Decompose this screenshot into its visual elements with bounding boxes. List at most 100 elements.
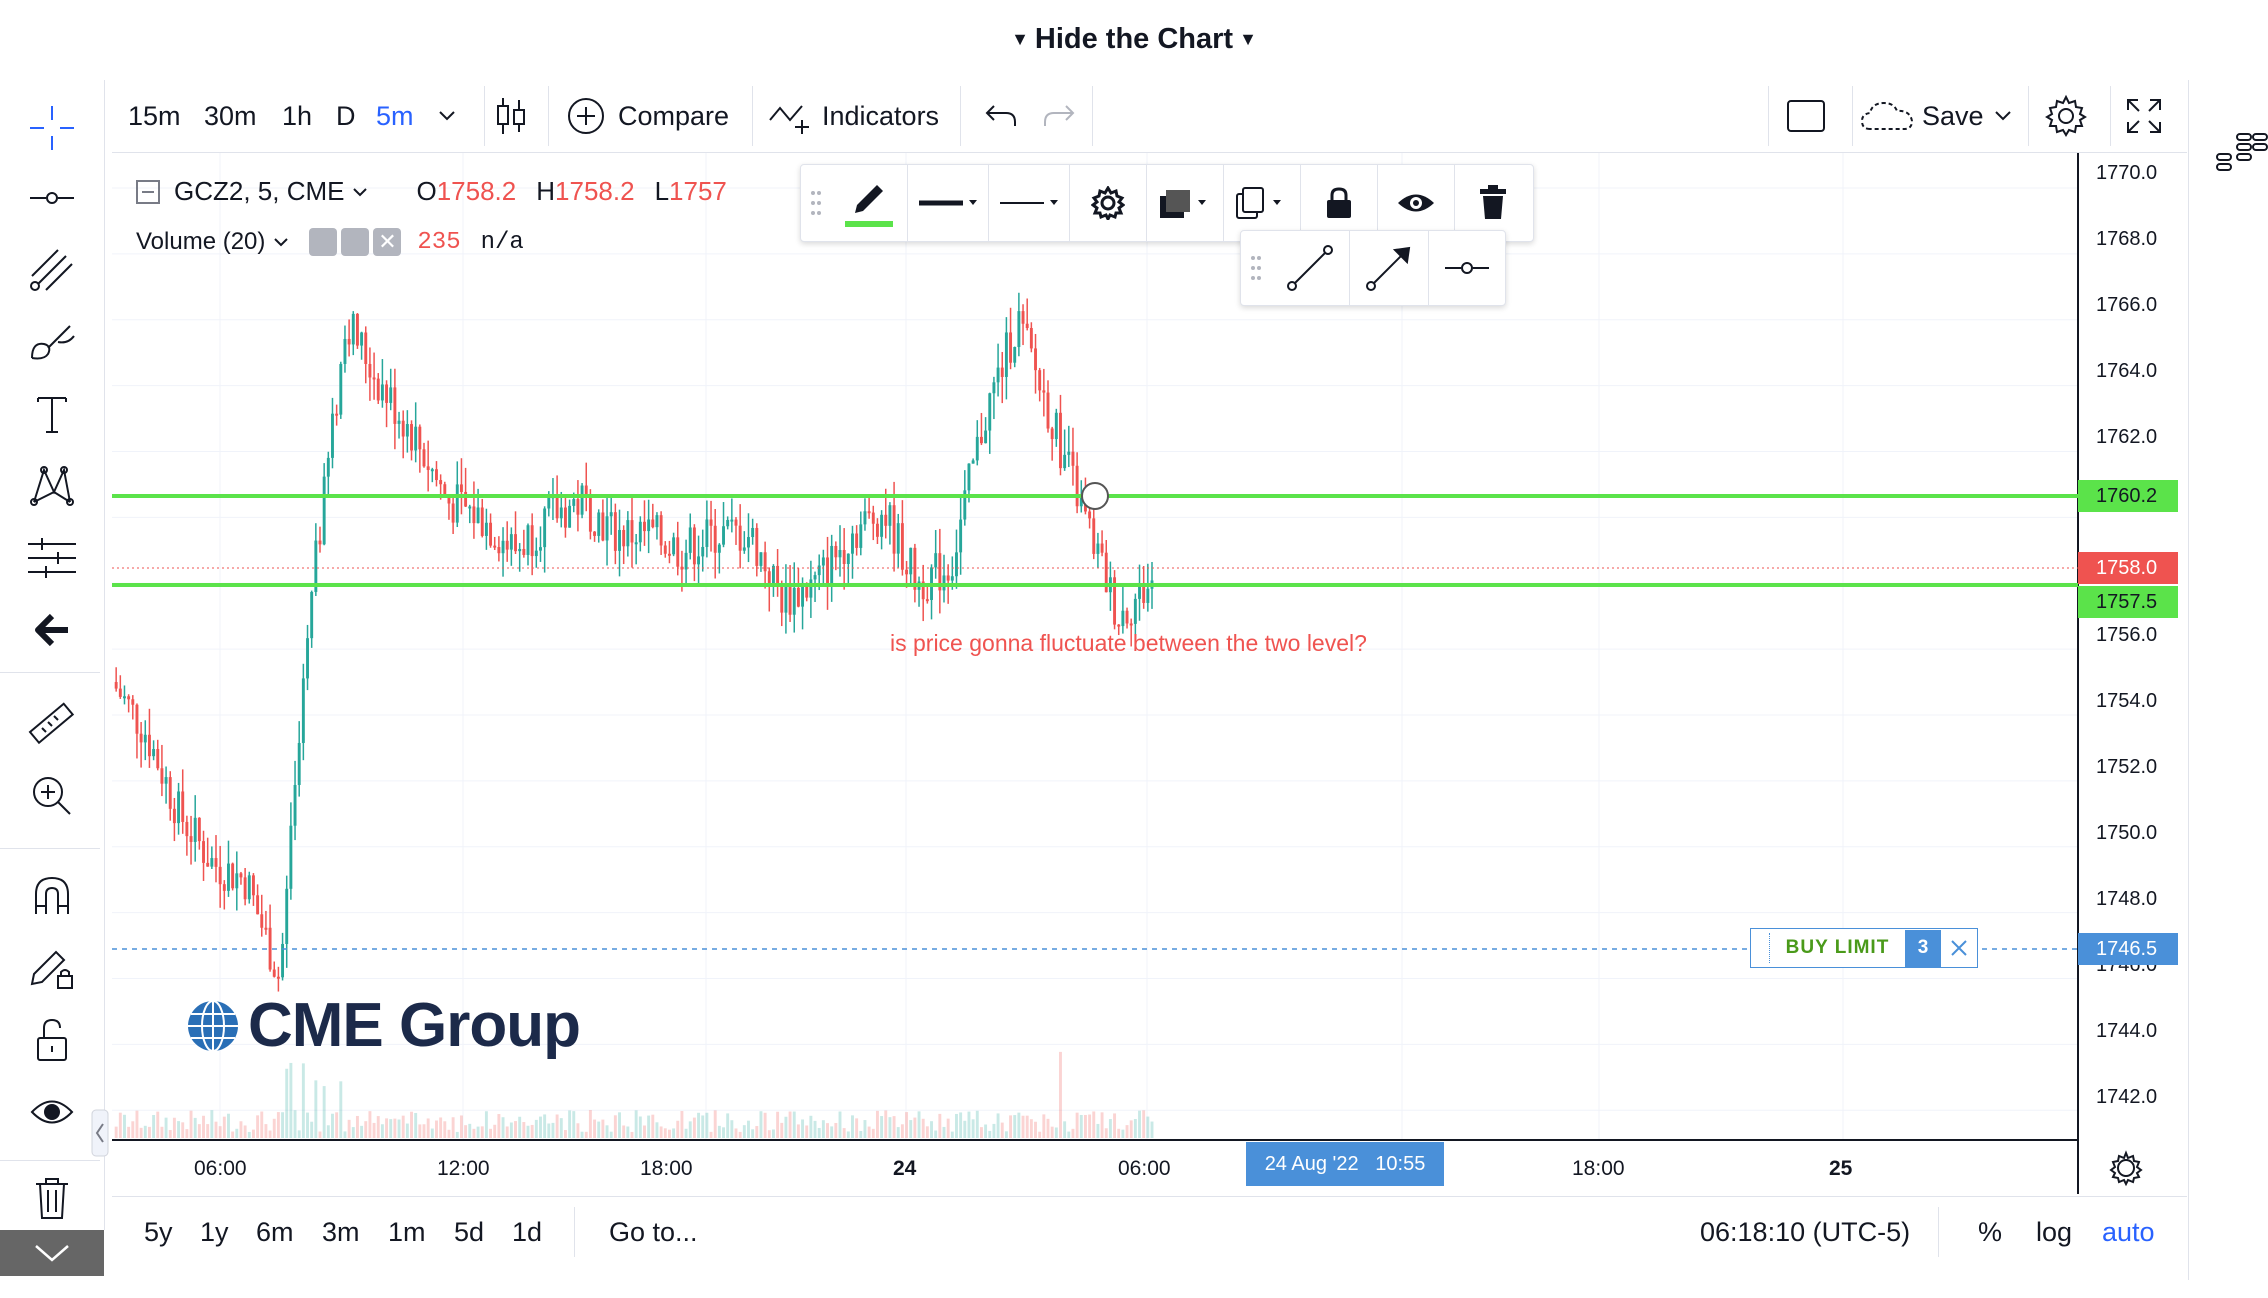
range-1y[interactable]: 1y [200,1216,229,1247]
visual-order-icon[interactable] [1147,165,1223,241]
pitchfork-icon[interactable] [22,240,82,300]
interval-1h[interactable]: 1h [282,100,313,131]
drag-handle-icon[interactable] [1241,231,1271,305]
chevron-down-icon[interactable] [273,236,289,248]
eye-icon[interactable] [22,1082,82,1142]
line-settings-gear-icon[interactable] [1070,165,1146,241]
drag-handle-icon[interactable] [1755,933,1770,963]
candle-body [534,550,538,557]
volume-bar [322,1086,326,1138]
interval-15m[interactable]: 15m [128,100,181,131]
range-5d[interactable]: 5d [454,1216,485,1247]
pattern-tool-icon[interactable] [22,456,82,516]
axis-settings-gear-icon[interactable] [2109,1150,2143,1187]
candle-body [659,515,663,546]
lock-icon[interactable] [1301,165,1377,241]
interval-30m[interactable]: 30m [204,100,257,131]
volume-bar [1092,1111,1096,1138]
text-tool-icon[interactable] [22,384,82,444]
volume-bar [368,1111,372,1138]
order-quantity[interactable]: 3 [1905,929,1941,967]
settings-gear-icon[interactable] [2044,80,2088,152]
volume-remove-icon[interactable]: ✕ [373,228,402,256]
range-1m[interactable]: 1m [388,1216,426,1247]
percent-toggle[interactable]: % [1978,1216,2003,1247]
chevron-down-icon[interactable] [352,186,368,198]
interval-d[interactable]: D [336,100,356,131]
volume-bar [651,1114,655,1138]
log-toggle[interactable]: log [2036,1216,2073,1247]
volume-bar [1075,1112,1079,1138]
horizontal-ray-icon[interactable] [1429,231,1505,305]
timezone-clock[interactable]: 06:18:10 (UTC-5) [1700,1216,1911,1247]
volume-bar [1142,1110,1146,1138]
candle-body [272,969,276,977]
save-label: Save [1922,100,1984,131]
line-style-icon[interactable] [989,165,1069,241]
clone-icon[interactable] [1224,165,1300,241]
drawing-lock-icon[interactable] [22,938,82,998]
goto-button[interactable]: Go to... [609,1216,698,1247]
range-6m[interactable]: 6m [256,1216,294,1247]
save-button[interactable]: Save [1860,80,1984,152]
volume-bar [1079,1114,1083,1138]
range-5y[interactable]: 5y [144,1216,173,1247]
candle-body [734,519,738,526]
candle-body [913,547,917,590]
watchlist-icon[interactable] [2213,132,2268,185]
line-width-icon[interactable] [908,165,988,241]
chart-annotation-text[interactable]: is price gonna fluctuate between the two… [890,630,1367,656]
interval-dropdown-icon[interactable] [438,80,456,152]
brush-icon[interactable] [22,312,82,372]
volume-bar [613,1115,617,1138]
line-color-icon[interactable] [831,165,907,241]
hide-eye-icon[interactable] [1378,165,1454,241]
volume-bar [963,1120,967,1138]
line-handle[interactable] [1081,482,1109,510]
collapse-legend-icon[interactable] [136,179,160,204]
horizontal-line-icon[interactable] [22,168,82,228]
volume-bar [1108,1119,1112,1138]
undo-icon[interactable] [984,80,1018,152]
zoom-in-icon[interactable] [22,766,82,826]
indicators-button[interactable]: Indicators [768,80,939,152]
volume-visibility-icon[interactable] [309,228,338,256]
crosshair-icon[interactable] [22,98,82,158]
volume-bar [559,1118,563,1138]
trend-line-icon[interactable] [1271,231,1349,305]
candle-body [1075,465,1079,507]
candle-body [996,367,1000,383]
ruler-icon[interactable] [22,694,82,754]
remove-trash-icon[interactable] [1455,165,1531,241]
scroll-left-tab[interactable] [91,1109,109,1157]
prediction-tool-icon[interactable] [22,528,82,588]
volume-bar [210,1110,214,1138]
arrow-line-icon[interactable] [1350,231,1428,305]
magnet-icon[interactable] [22,866,82,926]
chevron-down-icon[interactable] [0,1230,104,1276]
volume-bar [447,1129,451,1138]
redo-icon[interactable] [1042,80,1076,152]
order-label[interactable]: BUY LIMIT 3 [1750,928,1978,968]
save-dropdown-icon[interactable] [1994,80,2012,152]
volume-label[interactable]: Volume (20) [136,228,266,255]
unlock-icon[interactable] [22,1010,82,1070]
range-1d[interactable]: 1d [512,1216,543,1247]
volume-settings-icon[interactable] [341,228,370,256]
trash-icon[interactable] [22,1168,82,1228]
range-3m[interactable]: 3m [322,1216,360,1247]
hide-chart-toggle[interactable]: ▼ Hide the Chart ▼ [0,0,2268,78]
close-order-icon[interactable] [1941,939,1977,957]
volume-bar [555,1114,559,1138]
auto-toggle[interactable]: auto [2102,1216,2155,1247]
candle-style-icon[interactable] [494,80,528,152]
compare-button[interactable]: Compare [566,80,729,152]
symbol-label[interactable]: GCZ2, 5, CME [174,176,345,206]
arrow-back-icon[interactable] [22,600,82,660]
drag-handle-icon[interactable] [801,165,831,241]
fullscreen-icon[interactable] [2124,80,2164,152]
volume-bar [227,1113,230,1138]
fullscreen-select-icon[interactable] [1786,80,1826,152]
interval-5m[interactable]: 5m [376,100,414,131]
